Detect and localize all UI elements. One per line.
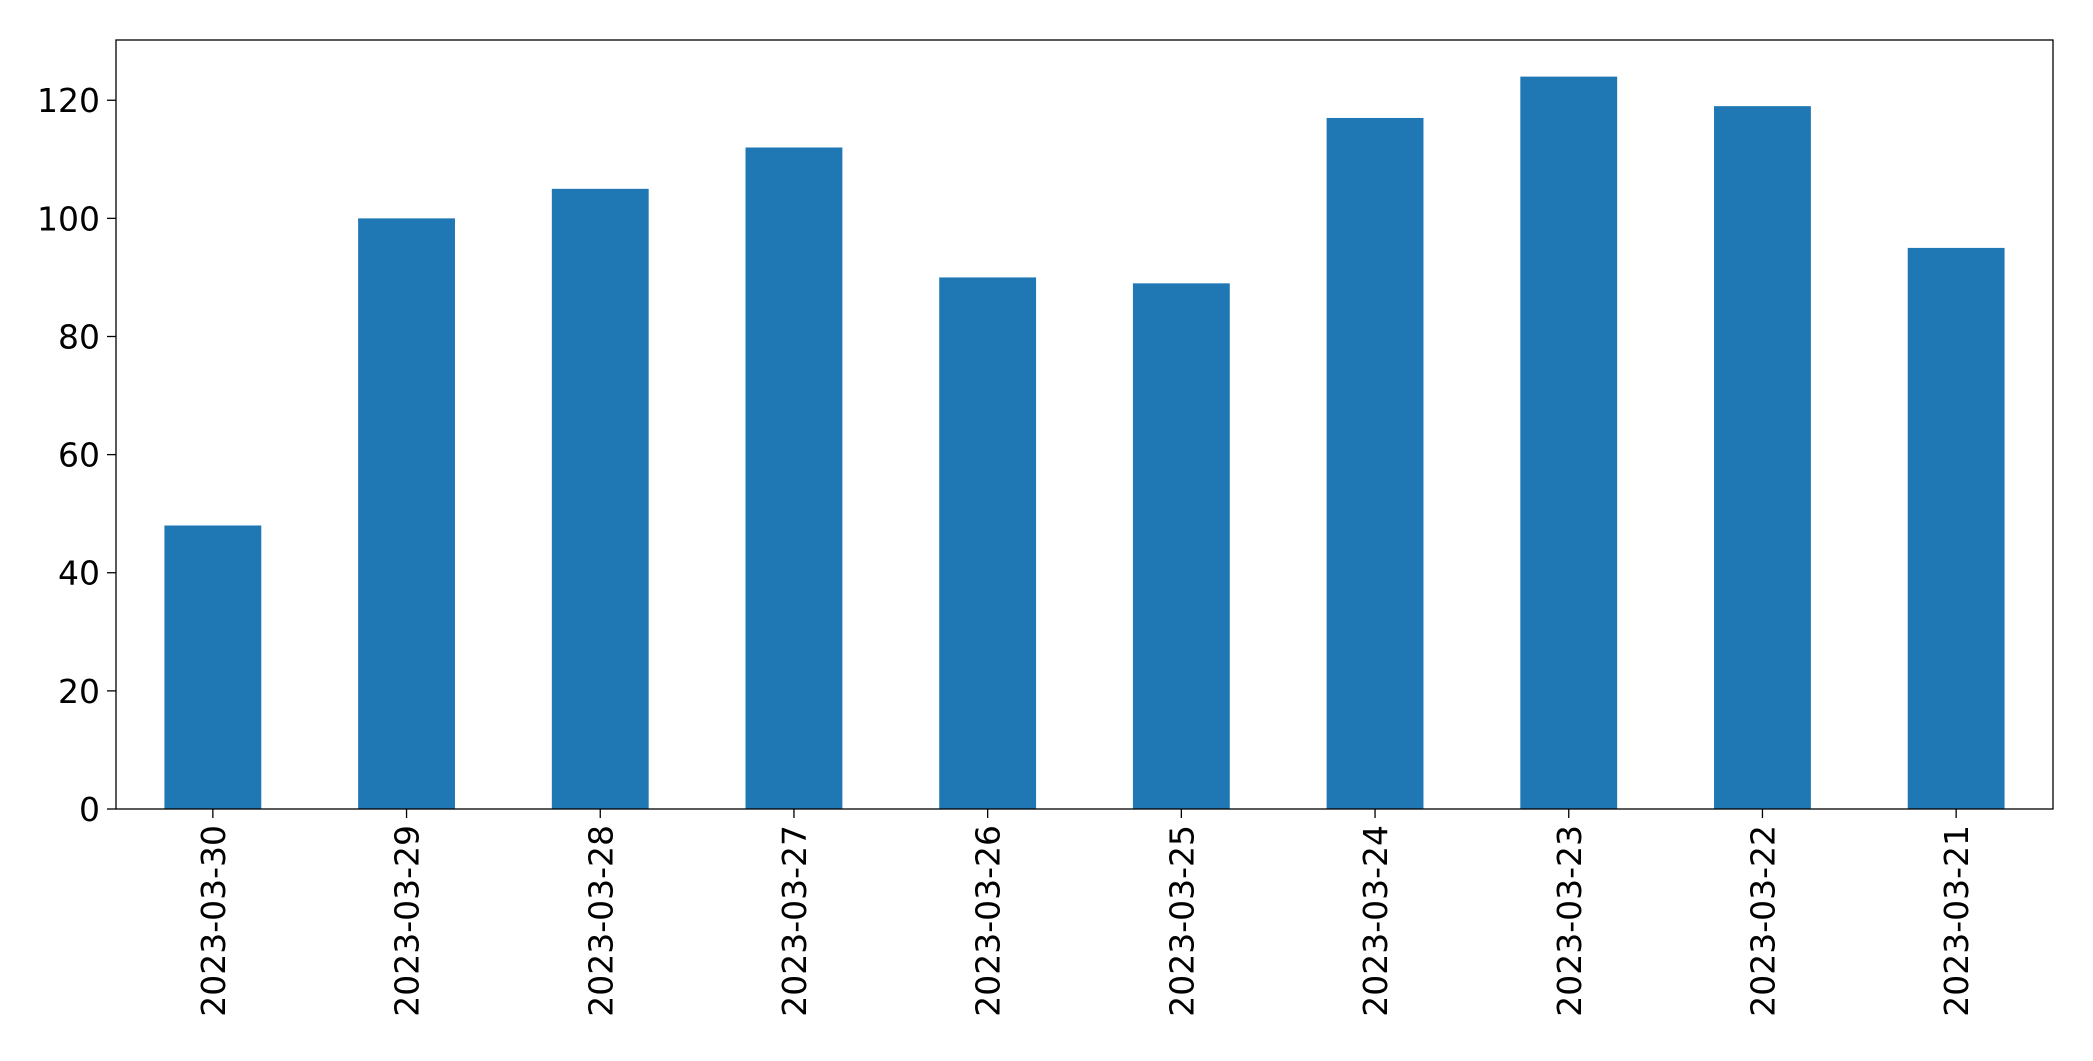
y-tick-label: 100 bbox=[37, 199, 100, 238]
bar bbox=[1714, 106, 1811, 810]
bar bbox=[1907, 247, 2005, 810]
x-tick-label: 2023-03-27 bbox=[775, 825, 814, 1017]
x-tick-label: 2023-03-29 bbox=[388, 825, 427, 1017]
y-tick-label: 80 bbox=[58, 317, 100, 356]
x-tick-label: 2023-03-26 bbox=[969, 825, 1008, 1017]
x-tick-label: 2023-03-21 bbox=[1937, 825, 1976, 1017]
x-tick-label: 2023-03-25 bbox=[1162, 825, 1201, 1017]
plot-frame bbox=[115, 39, 2054, 810]
y-tick-label: 40 bbox=[58, 554, 100, 593]
x-tick-label: 2023-03-28 bbox=[581, 825, 620, 1017]
bar bbox=[745, 147, 843, 809]
bar bbox=[358, 218, 455, 810]
bar bbox=[164, 525, 262, 809]
bar bbox=[1326, 117, 1424, 809]
y-tick-label: 60 bbox=[58, 436, 100, 475]
bar bbox=[939, 277, 1037, 809]
x-tick-label: 2023-03-22 bbox=[1743, 825, 1782, 1017]
bar bbox=[1132, 283, 1230, 809]
y-tick-label: 20 bbox=[58, 672, 100, 711]
x-tick-label: 2023-03-30 bbox=[194, 825, 233, 1017]
y-tick-label: 0 bbox=[79, 790, 100, 829]
y-tick-label: 120 bbox=[37, 81, 100, 120]
bar bbox=[1520, 76, 1618, 810]
bar bbox=[551, 188, 649, 809]
x-tick-label: 2023-03-23 bbox=[1550, 825, 1589, 1017]
x-tick-label: 2023-03-24 bbox=[1356, 825, 1395, 1017]
